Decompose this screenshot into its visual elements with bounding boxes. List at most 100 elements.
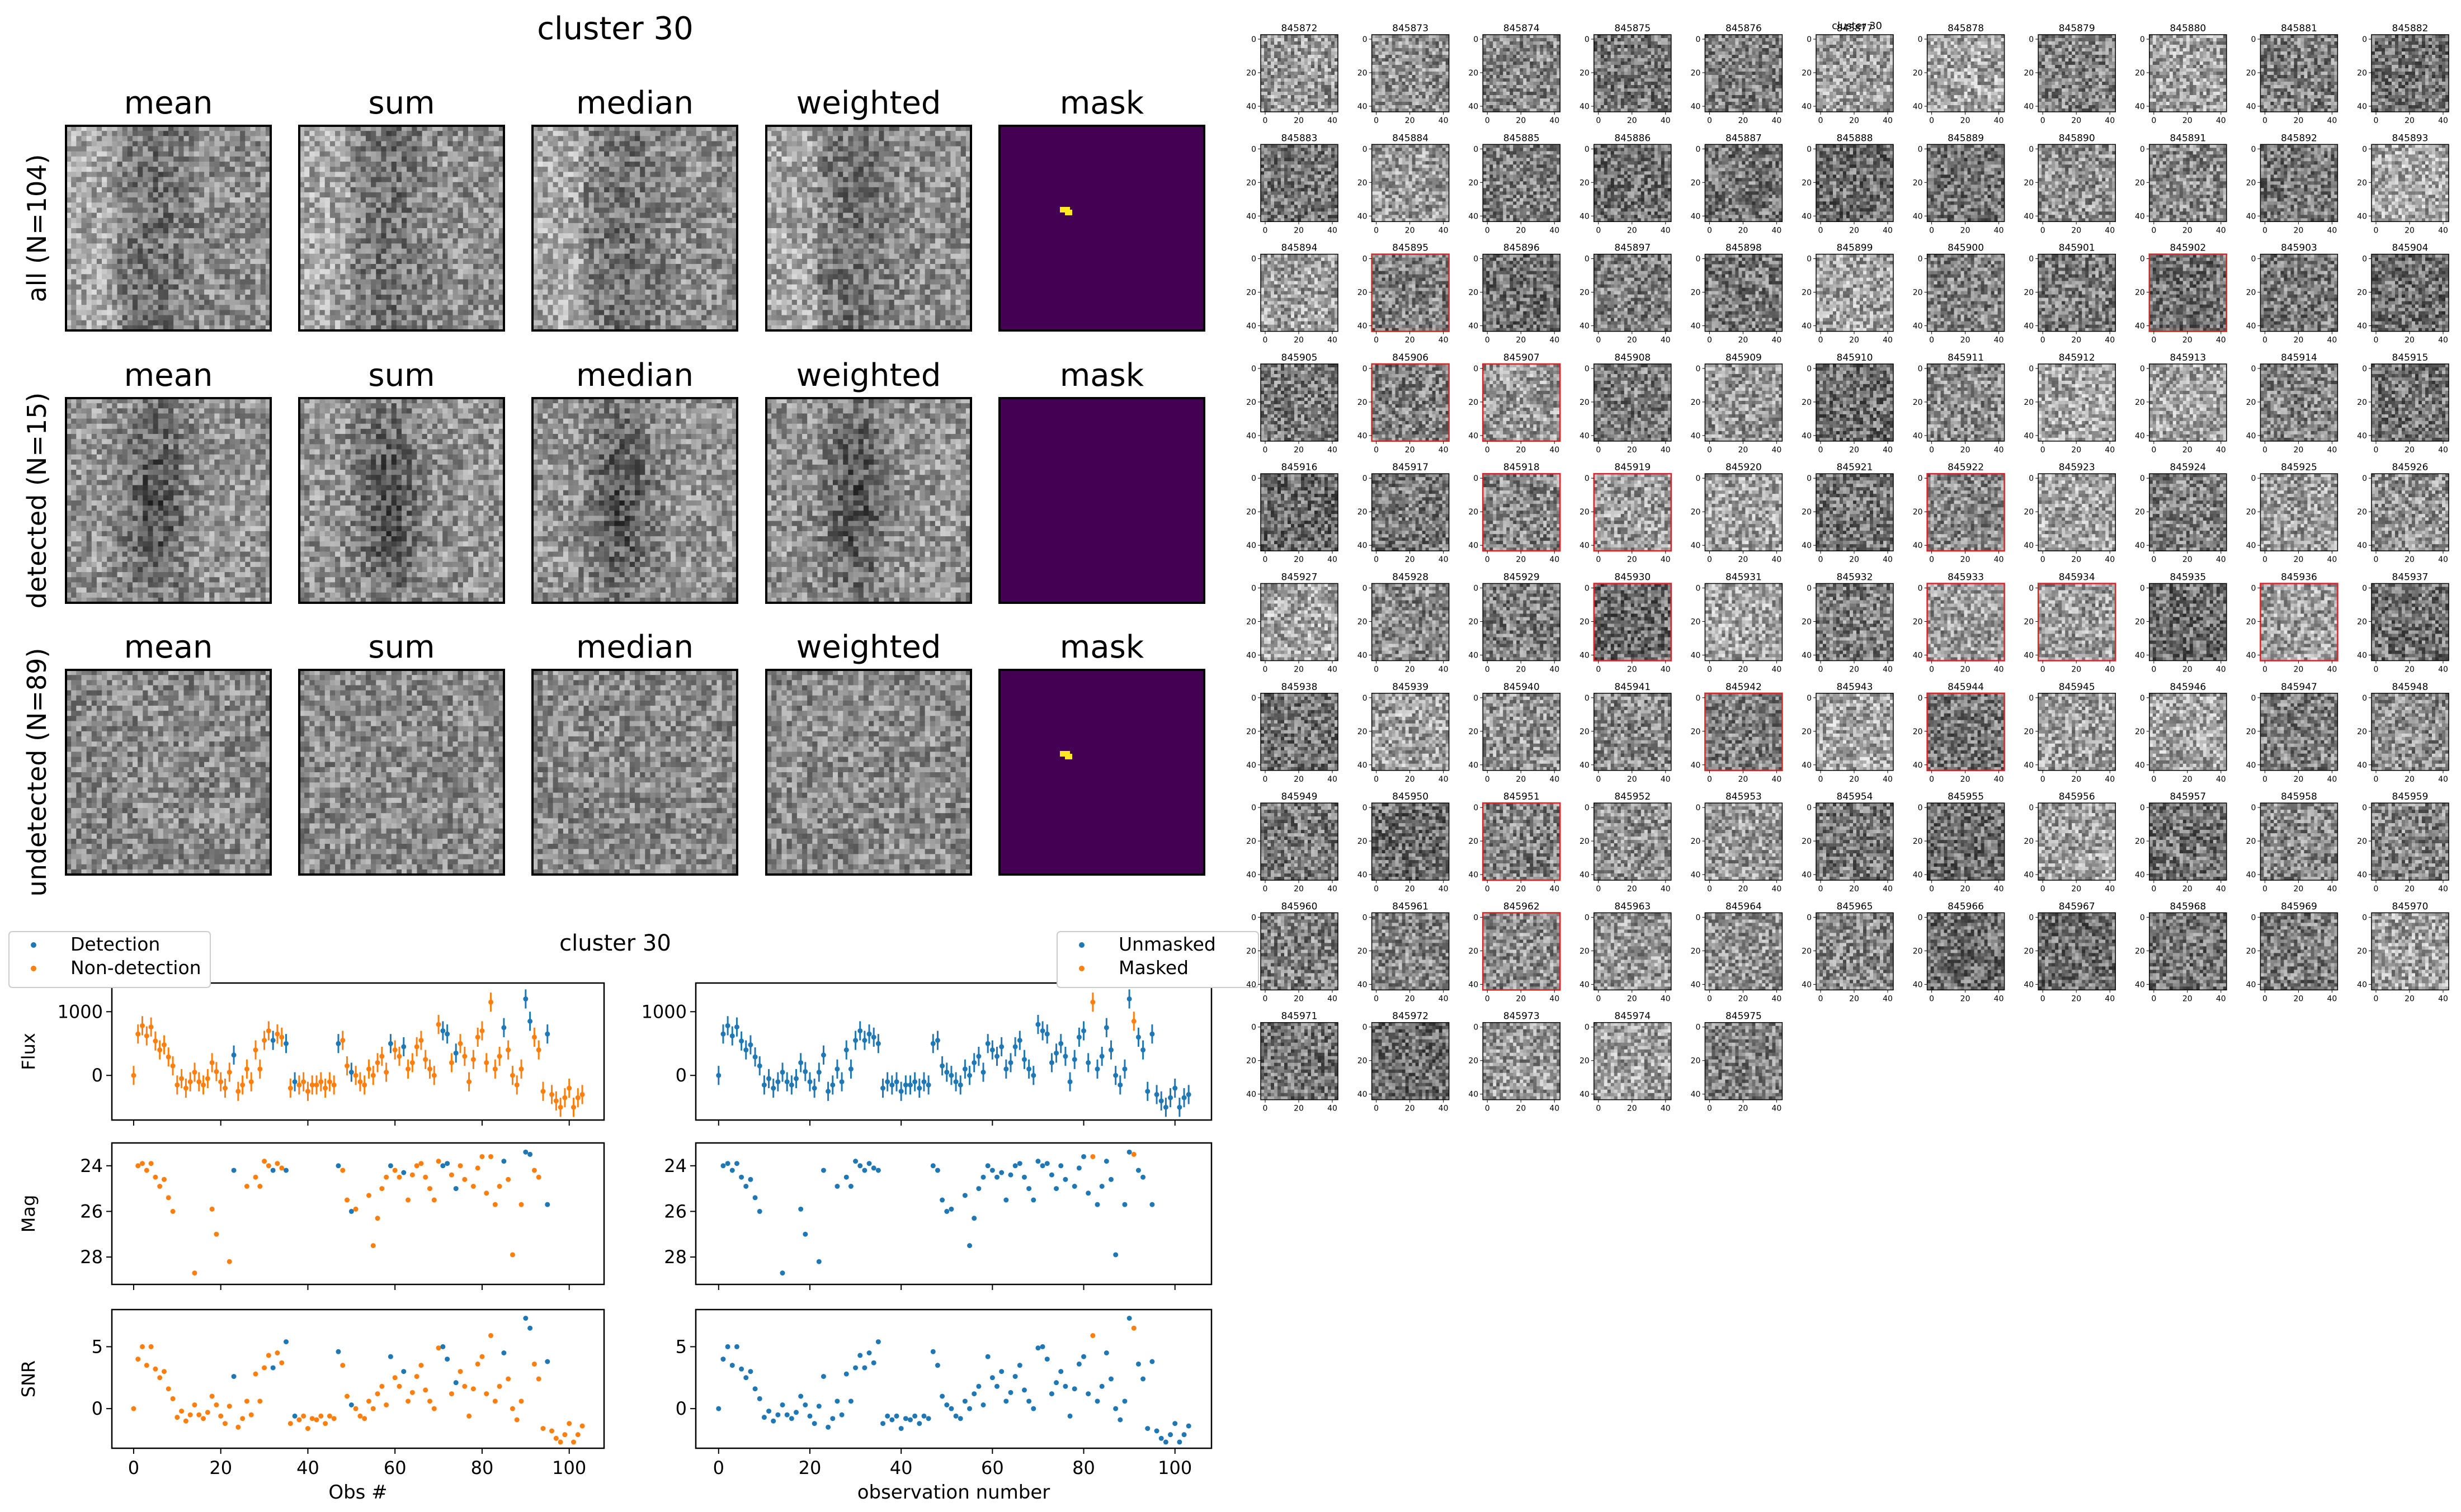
thumbnail-y-tick: 0 bbox=[1473, 365, 1478, 374]
data-point bbox=[497, 1384, 502, 1389]
thumbnail-y-tick: 0 bbox=[1807, 584, 1812, 593]
data-point bbox=[284, 1168, 289, 1173]
data-point bbox=[1172, 1086, 1177, 1091]
thumbnail-845927: 8459270020204040 bbox=[1246, 572, 1338, 674]
thumbnail-y-tick: 20 bbox=[1802, 618, 1812, 627]
data-point bbox=[144, 1033, 149, 1038]
data-point bbox=[762, 1415, 767, 1420]
data-point bbox=[479, 1154, 484, 1159]
data-point bbox=[981, 1070, 986, 1075]
data-point bbox=[748, 1177, 753, 1182]
data-point bbox=[188, 1412, 193, 1418]
thumbnail-x-tick: 40 bbox=[2438, 116, 2448, 125]
thumbnail-845906: 8459060020204040 bbox=[1357, 352, 1449, 455]
thumbnail-x-tick: 40 bbox=[1327, 775, 1337, 784]
thumbnail-y-tick: 40 bbox=[2246, 432, 2256, 441]
data-point bbox=[345, 1198, 350, 1203]
data-point bbox=[716, 1073, 721, 1078]
data-point bbox=[427, 1066, 432, 1071]
thumbnail-x-tick: 20 bbox=[2405, 226, 2415, 235]
data-point bbox=[1013, 1044, 1018, 1049]
thumbnail-y-tick: 0 bbox=[1807, 255, 1812, 264]
thumbnail-x-tick: 40 bbox=[1439, 665, 1449, 674]
thumbnail-x-tick: 20 bbox=[1405, 775, 1415, 784]
thumbnail-x-tick: 20 bbox=[1294, 665, 1304, 674]
thumbnail-x-tick: 20 bbox=[1849, 775, 1859, 784]
data-point bbox=[994, 1175, 1000, 1180]
thumbnail-y-tick: 20 bbox=[2357, 618, 2367, 627]
data-point bbox=[762, 1083, 767, 1088]
thumbnail-845946: 8459460020204040 bbox=[2135, 682, 2227, 784]
data-point bbox=[388, 1163, 393, 1168]
data-point bbox=[798, 1394, 803, 1399]
data-point bbox=[743, 1047, 748, 1052]
data-point bbox=[1132, 1152, 1137, 1157]
thumbnail-x-tick: 0 bbox=[2262, 226, 2267, 235]
thumbnail-845974: 8459740020204040 bbox=[1580, 1011, 1671, 1113]
data-point bbox=[427, 1398, 432, 1404]
thumbnail-y-tick: 40 bbox=[1691, 212, 1701, 221]
data-point bbox=[536, 1175, 541, 1180]
thumbnail-label: 845875 bbox=[1614, 23, 1651, 34]
thumbnail-label: 845961 bbox=[1392, 901, 1428, 912]
thumbnail-y-tick: 0 bbox=[1807, 365, 1812, 374]
data-point bbox=[1186, 1092, 1191, 1097]
data-point bbox=[1136, 1034, 1141, 1040]
thumbnail-label: 845901 bbox=[2059, 243, 2095, 254]
thumbnail-y-tick: 0 bbox=[1585, 474, 1590, 483]
thumbnail-y-tick: 40 bbox=[2246, 871, 2256, 880]
thumbnail-x-tick: 20 bbox=[2182, 336, 2193, 345]
thumbnail-y-tick: 20 bbox=[1913, 69, 1923, 78]
thumbnail-label: 845920 bbox=[1725, 462, 1762, 473]
thumbnail-x-tick: 40 bbox=[2327, 336, 2337, 345]
data-point bbox=[1058, 1369, 1063, 1374]
thumbnail-x-tick: 20 bbox=[2182, 775, 2193, 784]
thumbnail-y-tick: 0 bbox=[2029, 584, 2034, 593]
thumbnail-y-tick: 0 bbox=[2140, 145, 2145, 154]
thumbnail-y-tick: 20 bbox=[1357, 618, 1368, 627]
row-label: all (N=104) bbox=[22, 154, 52, 302]
thumbnail-x-tick: 0 bbox=[1485, 336, 1490, 345]
thumbnail-x-tick: 40 bbox=[1661, 446, 1671, 455]
data-point bbox=[867, 1350, 872, 1355]
x-tick-label: 80 bbox=[1072, 1457, 1095, 1478]
thumbnail-y-tick: 40 bbox=[2357, 980, 2367, 989]
thumbnail-y-tick: 0 bbox=[1695, 1023, 1700, 1032]
data-point bbox=[545, 1359, 550, 1364]
thumbnail-y-tick: 20 bbox=[1913, 727, 1923, 736]
thumbnail-845956: 8459560020204040 bbox=[2024, 791, 2115, 894]
data-point bbox=[488, 1000, 493, 1005]
thumbnail-x-tick: 0 bbox=[1485, 665, 1490, 674]
thumbnail-x-tick: 40 bbox=[2105, 994, 2115, 1003]
thumbnail-x-tick: 0 bbox=[1485, 994, 1490, 1003]
data-point bbox=[253, 1372, 258, 1377]
thumbnail-845879: 8458790020204040 bbox=[2024, 23, 2115, 125]
data-point bbox=[401, 1170, 406, 1175]
thumbnail-845924: 8459240020204040 bbox=[2135, 462, 2227, 564]
thumbnail-label: 845873 bbox=[1392, 23, 1428, 34]
thumbnail-label: 845933 bbox=[1948, 572, 1984, 583]
thumbnail-y-tick: 20 bbox=[1468, 837, 1478, 846]
thumbnail-y-tick: 0 bbox=[1585, 584, 1590, 593]
data-point bbox=[935, 1038, 940, 1043]
thumbnail-label: 845892 bbox=[2281, 133, 2317, 144]
thumbnail-y-tick: 0 bbox=[2251, 913, 2256, 922]
data-point bbox=[734, 1161, 739, 1166]
data-point bbox=[757, 1396, 762, 1401]
thumbnail-y-tick: 40 bbox=[1580, 102, 1590, 111]
thumbnail-y-tick: 40 bbox=[1802, 980, 1812, 989]
thumbnail-label: 845969 bbox=[2281, 901, 2317, 912]
thumbnail-y-tick: 0 bbox=[1918, 804, 1923, 812]
data-point bbox=[554, 1436, 559, 1441]
thumbnail-x-tick: 0 bbox=[1596, 226, 1601, 235]
data-point bbox=[889, 1083, 894, 1088]
thumbnail-y-tick: 0 bbox=[2251, 145, 2256, 154]
column-title: weighted bbox=[796, 85, 941, 121]
thumbnail-label: 845971 bbox=[1281, 1011, 1318, 1022]
thumbnail-y-tick: 20 bbox=[1246, 508, 1256, 517]
data-point bbox=[981, 1175, 986, 1180]
thumbnail-y-tick: 0 bbox=[1251, 804, 1256, 812]
thumbnail-y-tick: 40 bbox=[1246, 651, 1256, 660]
thumbnail-y-tick: 0 bbox=[1585, 1023, 1590, 1032]
thumbnail-y-tick: 40 bbox=[2357, 541, 2367, 550]
